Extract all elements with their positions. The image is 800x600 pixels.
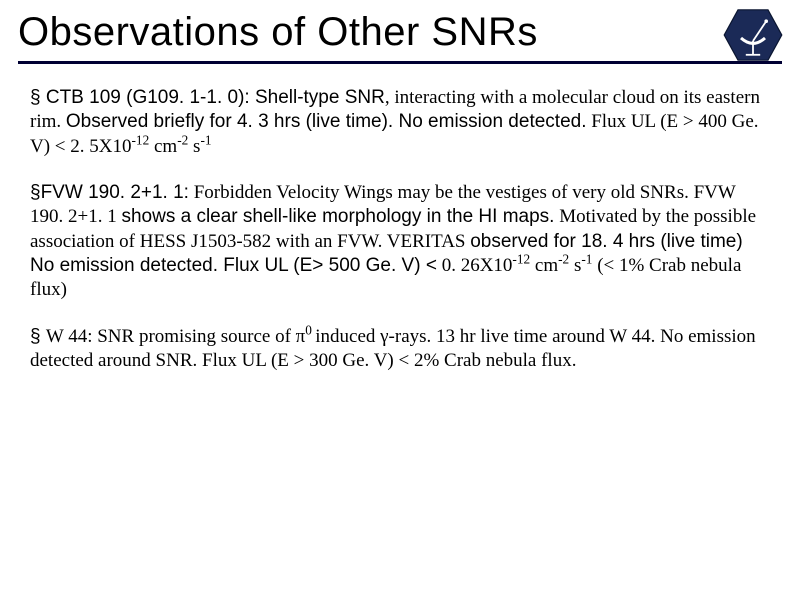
text-sup: -1 [200,132,211,147]
text-sup: -1 [581,252,592,267]
text-sup: 0 [305,322,315,337]
text-run: CTB 109 (G109. 1-1. 0): Shell-type SNR [46,87,385,108]
text-run: cm [530,255,558,276]
text-sup: -12 [132,132,150,147]
bullet-ctb109: § CTB 109 (G109. 1-1. 0): Shell-type SNR… [30,86,770,159]
slide-header: Observations of Other SNRs [0,0,800,61]
text-run: cm [149,136,177,157]
text-run: W 44: SNR promising source of π [46,326,305,347]
text-sup: -2 [558,252,569,267]
text-run: shows a clear shell-like morphology in t… [121,206,554,227]
text-run: § [30,326,46,347]
text-sup: -2 [177,132,188,147]
page-title: Observations of Other SNRs [18,10,538,61]
text-run: FVW 190. 2+1. 1: [41,182,189,203]
text-run: s [188,136,200,157]
slide-body: § CTB 109 (G109. 1-1. 0): Shell-type SNR… [0,64,800,373]
text-sup: -12 [512,252,530,267]
text-run: Observed briefly for 4. 3 hrs (live time… [66,111,587,132]
text-run: s [569,255,581,276]
veritas-logo [722,8,784,62]
text-run: § [30,182,41,203]
text-run: 0. 26X10 [437,255,512,276]
text-run: § [30,87,46,108]
bullet-w44: § W 44: SNR promising source of π0 induc… [30,325,770,374]
bullet-fvw190: §FVW 190. 2+1. 1: Forbidden Velocity Win… [30,181,770,303]
